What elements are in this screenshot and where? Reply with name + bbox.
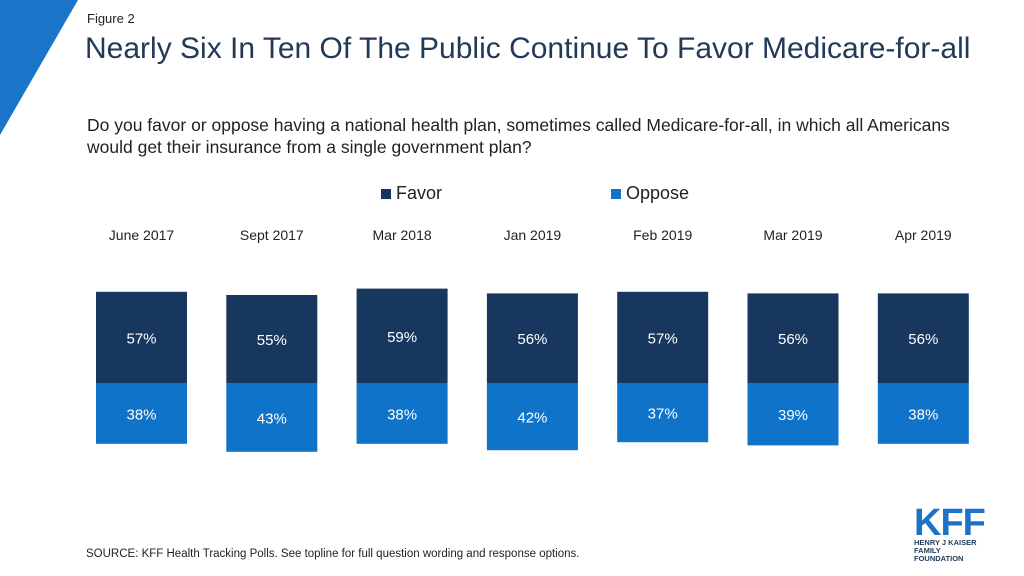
bar-oppose [747, 383, 839, 446]
bar-oppose [486, 383, 578, 451]
data-label-oppose: 38% [908, 406, 938, 423]
data-label-oppose: 37% [648, 406, 678, 423]
bar-favor [747, 293, 839, 383]
data-label-favor: 56% [517, 331, 547, 348]
data-label-favor: 56% [778, 331, 808, 348]
bar-oppose [617, 383, 709, 443]
data-label-oppose: 38% [387, 406, 417, 423]
data-label-oppose: 43% [257, 410, 287, 427]
bar-oppose [877, 383, 969, 444]
category-label: June 2017 [109, 227, 175, 243]
bar-oppose [96, 383, 187, 444]
bar-favor [226, 295, 318, 383]
category-label: Feb 2019 [633, 227, 692, 243]
category-label: Jan 2019 [504, 227, 562, 243]
category-label: Mar 2019 [763, 227, 822, 243]
legend: Favor Oppose [0, 183, 1024, 205]
legend-swatch-oppose [611, 188, 621, 199]
legend-label-favor: Favor [396, 183, 443, 203]
data-label-oppose: 42% [517, 410, 547, 427]
legend-item-oppose: Oppose [611, 183, 689, 204]
chart-subtitle: Do you favor or oppose having a national… [87, 115, 950, 157]
data-label-favor: 56% [908, 331, 938, 348]
source-note: SOURCE: KFF Health Tracking Polls. See t… [86, 548, 580, 560]
data-label-favor: 55% [257, 332, 287, 349]
figure-label: Figure 2 [87, 11, 135, 26]
data-label-favor: 59% [387, 329, 417, 346]
category-label: Apr 2019 [895, 227, 952, 243]
legend-label-oppose: Oppose [626, 183, 690, 203]
bar-favor [877, 293, 969, 383]
chart-title: Nearly Six In Ten Of The Public Continue… [85, 32, 971, 65]
data-label-oppose: 39% [778, 407, 808, 424]
bar-oppose [356, 383, 448, 444]
corner-accent [0, 0, 78, 135]
category-label: Sept 2017 [240, 227, 304, 243]
category-label: Mar 2018 [373, 227, 432, 243]
data-label-favor: 57% [126, 330, 156, 347]
bar-favor [486, 293, 578, 383]
bar-favor [96, 291, 187, 383]
bar-oppose [226, 383, 318, 452]
logo-mark: KFF [914, 502, 986, 544]
kff-logo: KFF HENRY J KAISER FAMILY FOUNDATION [914, 502, 990, 563]
data-label-oppose: 38% [126, 406, 156, 423]
logo-subtext: HENRY J KAISER FAMILY FOUNDATION [914, 538, 977, 563]
legend-item-favor: Favor [381, 183, 442, 204]
legend-swatch-favor [381, 188, 391, 199]
data-label-favor: 57% [648, 330, 678, 347]
bar-chart: June 2017 57% 38% Sept 2017 55% 43% Mar 2018 59… [96, 227, 969, 452]
bar-favor [356, 288, 448, 383]
bar-favor [617, 291, 709, 383]
